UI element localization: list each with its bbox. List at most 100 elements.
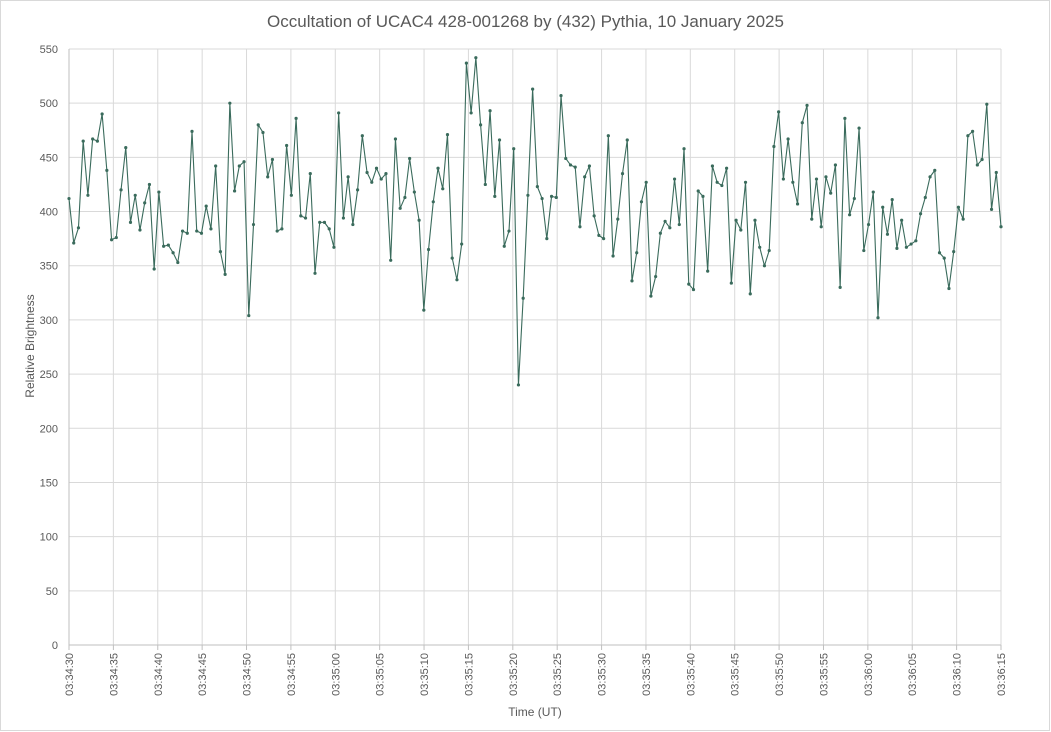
data-point (980, 157, 984, 162)
data-point (649, 294, 653, 298)
data-point (606, 134, 610, 138)
data-point (767, 248, 771, 253)
y-tick-label: 100 (40, 532, 58, 544)
data-point (512, 147, 516, 151)
data-point (436, 166, 440, 170)
data-point (734, 218, 738, 222)
data-point (346, 175, 350, 179)
data-point (644, 180, 648, 184)
data-point (95, 139, 99, 143)
data-point (743, 180, 748, 184)
y-tick-label: 50 (46, 586, 58, 598)
data-point (105, 168, 109, 172)
data-point (654, 274, 658, 279)
data-point (795, 202, 800, 206)
data-point (961, 217, 965, 221)
data-point (152, 267, 156, 271)
data-point (885, 232, 890, 236)
data-point (351, 222, 355, 227)
data-point (819, 225, 823, 229)
data-point (270, 157, 275, 162)
data-point (999, 225, 1003, 229)
data-point (758, 245, 762, 249)
data-point (549, 194, 554, 198)
data-point (327, 227, 331, 231)
data-point (403, 195, 407, 200)
data-point (658, 231, 662, 235)
data-point (133, 193, 137, 197)
data-point (933, 168, 937, 172)
x-tick-label: 03:35:40 (685, 653, 697, 696)
data-point (928, 175, 932, 179)
data-point (242, 160, 246, 164)
data-point (682, 147, 686, 151)
data-point (180, 229, 185, 233)
data-point (190, 129, 194, 133)
data-point (318, 220, 322, 224)
data-point (143, 201, 147, 205)
x-tick-label: 03:35:10 (419, 653, 431, 696)
data-point (687, 282, 691, 286)
x-tick-label: 03:34:30 (64, 653, 76, 696)
x-tick-label: 03:34:55 (286, 653, 298, 696)
data-point (285, 143, 289, 148)
data-point (114, 235, 118, 240)
data-point (441, 187, 445, 191)
data-point (360, 134, 364, 138)
data-point (578, 225, 582, 229)
data-point (739, 228, 743, 232)
data-point (923, 195, 927, 200)
data-point (786, 137, 790, 141)
data-point (762, 264, 767, 268)
data-point (753, 218, 757, 222)
y-tick-label: 0 (52, 640, 58, 652)
x-tick-label: 03:36:10 (952, 653, 964, 696)
data-point (800, 121, 804, 125)
data-point (266, 175, 270, 179)
data-point (426, 247, 431, 252)
data-point (748, 292, 752, 296)
data-point (592, 214, 596, 218)
x-tick-label: 03:35:50 (774, 653, 786, 696)
data-point (918, 212, 923, 216)
data-point (701, 194, 705, 198)
data-point (791, 180, 795, 184)
data-point (412, 190, 416, 194)
data-point (904, 245, 908, 249)
data-point (275, 229, 279, 233)
data-point (431, 200, 435, 204)
series-line (68, 57, 1002, 386)
x-tick-label: 03:36:05 (907, 653, 919, 696)
x-tick-label: 03:34:35 (108, 653, 120, 696)
y-tick-label: 150 (40, 477, 58, 489)
data-point (507, 229, 511, 233)
data-point (237, 164, 241, 168)
x-tick-label: 03:34:40 (153, 653, 165, 696)
x-tick-label: 03:35:00 (330, 653, 342, 696)
data-point (947, 286, 951, 291)
y-tick-label: 400 (40, 207, 58, 219)
data-point (289, 193, 293, 197)
data-point (531, 87, 535, 91)
data-point (119, 188, 123, 192)
data-point (663, 219, 667, 223)
data-point (691, 287, 696, 292)
data-point (611, 254, 615, 258)
data-point (720, 183, 724, 188)
data-point (195, 229, 199, 233)
data-point (573, 165, 577, 169)
data-point (469, 111, 473, 115)
data-point (715, 180, 719, 184)
data-point (393, 137, 398, 141)
data-point (450, 256, 454, 260)
data-point (478, 123, 483, 127)
data-point (91, 137, 95, 141)
data-point (157, 190, 161, 194)
data-point (545, 237, 549, 241)
data-point (729, 281, 733, 285)
data-point (455, 278, 459, 282)
data-point (602, 237, 606, 241)
data-point (781, 177, 785, 181)
data-point (162, 244, 166, 248)
